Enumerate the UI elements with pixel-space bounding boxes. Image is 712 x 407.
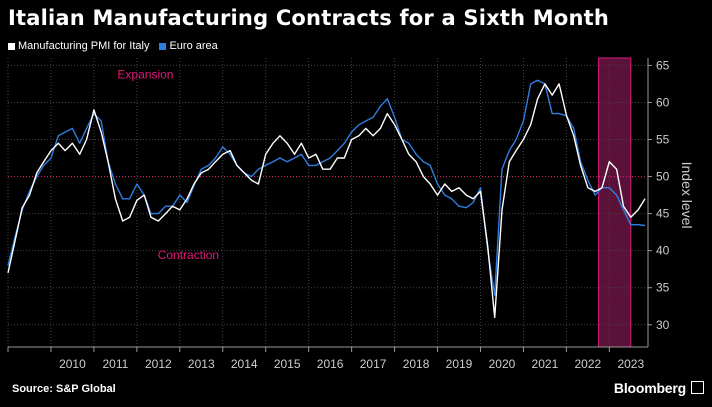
legend-swatch-euro [159, 42, 167, 50]
series-line-italy [7, 83, 646, 319]
x-tick-label: 2017 [360, 357, 387, 371]
x-tick-label: 2014 [231, 357, 258, 371]
y-tick-label: 50 [656, 170, 670, 184]
x-tick-label: 2016 [317, 357, 344, 371]
legend-item-italy: Manufacturing PMI for Italy [8, 40, 149, 52]
y-tick-label: 55 [656, 133, 670, 147]
chart-title: Italian Manufacturing Contracts for a Si… [8, 6, 610, 30]
legend-swatch-italy [8, 42, 15, 50]
legend-item-euro: Euro area [159, 40, 218, 52]
x-tick-label: 2019 [446, 357, 473, 371]
y-tick-label: 45 [656, 207, 670, 221]
y-tick-label: 40 [656, 244, 670, 258]
annotation-expansion: Expansion [117, 68, 173, 82]
brand-badge-icon [691, 381, 704, 394]
source-note: Source: S&P Global [12, 383, 116, 395]
y-tick-label: 35 [656, 281, 670, 295]
x-tick-label: 2020 [489, 357, 516, 371]
x-tick-label: 2012 [145, 357, 172, 371]
x-tick-label: 2018 [403, 357, 430, 371]
series-line-euro [7, 79, 646, 296]
x-tick-label: 2011 [102, 357, 128, 371]
y-tick-label: 60 [656, 95, 670, 109]
brand-logo: Bloomberg [613, 380, 686, 396]
x-tick-label: 2010 [59, 357, 86, 371]
annotation-contraction: Contraction [158, 248, 219, 262]
y-tick-label: 65 [656, 58, 670, 72]
x-tick-label: 2015 [274, 357, 301, 371]
x-tick-label: 2022 [575, 357, 602, 371]
legend: Manufacturing PMI for Italy Euro area [8, 40, 218, 52]
x-tick-label: 2021 [532, 357, 559, 371]
legend-label-euro: Euro area [169, 40, 218, 52]
y-tick-label: 30 [656, 318, 670, 332]
legend-label-italy: Manufacturing PMI for Italy [18, 40, 150, 52]
x-tick-label: 2023 [617, 357, 644, 371]
x-tick-label: 2013 [188, 357, 215, 371]
shaded-period [598, 57, 632, 348]
y-axis-title: Index level [679, 162, 695, 229]
